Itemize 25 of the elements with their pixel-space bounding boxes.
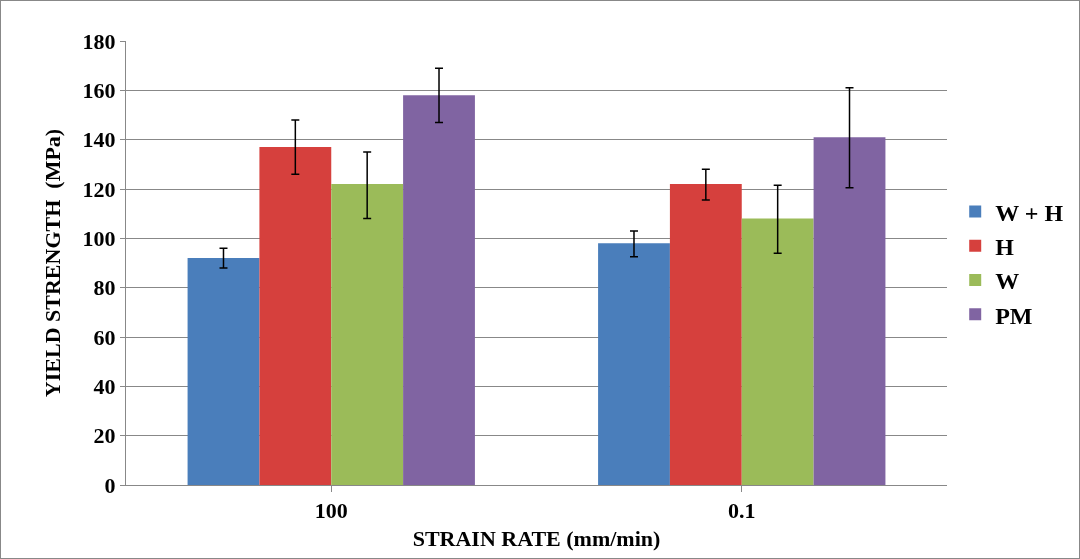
legend-label: PM	[995, 302, 1033, 329]
y-tick-label: 80	[93, 275, 116, 301]
y-tick-label: 180	[82, 28, 116, 54]
y-tick-label: 160	[82, 78, 116, 104]
bar	[331, 184, 404, 485]
bar	[741, 218, 814, 485]
y-axis-title: YIELD STRENGTH (MPa)	[40, 128, 66, 398]
y-tick-label: 60	[93, 324, 116, 350]
bar	[187, 258, 260, 485]
y-tick-label: 20	[93, 423, 116, 449]
legend-label: W + H	[995, 199, 1064, 226]
y-tick-label: 40	[93, 374, 116, 400]
y-tick-label: 100	[82, 226, 116, 252]
x-axis-title: STRAIN RATE (mm/min)	[412, 526, 661, 552]
x-tick-label: 0.1	[728, 498, 756, 524]
legend-label: H	[995, 234, 1015, 261]
bar	[598, 243, 670, 485]
bar	[259, 147, 332, 485]
y-tick-label: 0	[104, 472, 116, 498]
y-tick-label: 140	[82, 127, 116, 153]
legend-label: W	[995, 268, 1020, 295]
bar	[403, 95, 475, 485]
bar	[669, 184, 742, 485]
y-tick-label: 120	[82, 176, 116, 202]
bar	[813, 137, 886, 485]
